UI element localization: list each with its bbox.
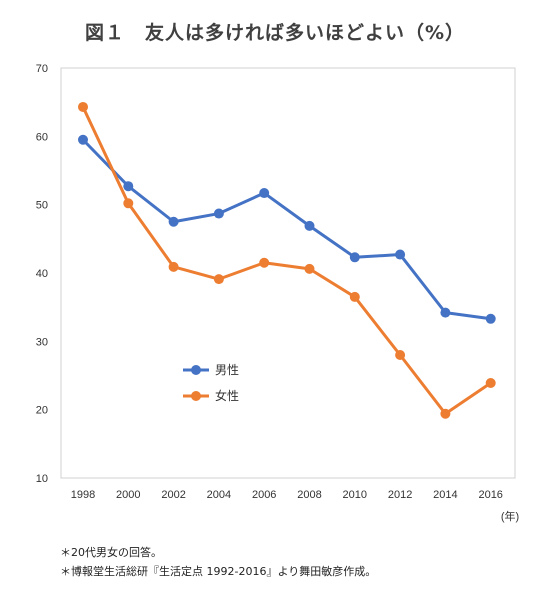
data-point-series-2: [440, 408, 451, 419]
data-point-series-2: [304, 263, 315, 274]
y-tick-label: 50: [36, 200, 48, 212]
data-point-series-2: [123, 198, 134, 209]
data-point-series-1: [168, 216, 179, 227]
series-group: [78, 101, 496, 419]
data-point-series-1: [213, 208, 224, 219]
data-point-series-2: [349, 291, 360, 302]
y-tick-label: 10: [36, 473, 48, 485]
x-axis-unit-label: (年): [501, 509, 519, 523]
y-tick-label: 40: [36, 268, 48, 280]
data-point-series-1: [395, 249, 406, 260]
data-point-series-1: [78, 134, 88, 145]
data-point-series-1: [485, 313, 496, 324]
data-point-series-1: [440, 307, 451, 318]
y-tick-label: 30: [36, 336, 48, 348]
x-tick-label: 2002: [161, 489, 185, 501]
x-tick-label: 2012: [388, 489, 412, 501]
data-point-series-1: [349, 252, 360, 263]
x-tick-label: 1998: [71, 489, 95, 501]
footnote-respondents: ＊20代男女の回答。: [60, 546, 162, 559]
legend-swatch-marker: [191, 391, 201, 401]
y-tick-label: 60: [36, 131, 48, 143]
series-line-1: [81, 138, 493, 321]
data-point-series-1: [123, 181, 134, 192]
y-axis: 10 20 30 40 50 60 70: [36, 63, 48, 485]
x-tick-label: 2004: [207, 489, 231, 501]
x-tick-label: 2016: [478, 489, 502, 501]
x-tick-label: 2008: [297, 489, 321, 501]
x-axis: 1998 2000 2002 2004 2006 2008 2010 2012 2014 2016: [71, 489, 503, 501]
data-point-series-2: [213, 274, 224, 285]
data-point-series-1: [304, 220, 315, 231]
x-tick-label: 2014: [433, 489, 457, 501]
chart-title: 図１ 友人は多ければ多いほどよい（%）: [84, 22, 466, 44]
legend-label: 女性: [215, 388, 239, 403]
footnote-source: ＊博報堂生活総研『生活定点 1992-2016』より舞田敏彦作成。: [60, 565, 377, 578]
data-point-series-2: [78, 101, 88, 112]
legend-swatch-marker: [191, 365, 201, 375]
data-point-series-2: [395, 350, 406, 360]
data-point-series-1: [259, 188, 270, 199]
y-tick-label: 70: [36, 63, 48, 75]
x-tick-label: 2010: [343, 489, 367, 501]
data-point-series-2: [485, 378, 496, 389]
data-point-series-2: [168, 261, 179, 272]
data-point-series-2: [259, 257, 270, 268]
y-tick-label: 20: [36, 405, 48, 417]
series-line-2: [81, 105, 493, 416]
x-tick-label: 2000: [116, 489, 140, 501]
plot-area-frame: [60, 67, 516, 479]
footnotes: ＊20代男女の回答。 ＊博報堂生活総研『生活定点 1992-2016』より舞田敏…: [60, 543, 376, 581]
legend-label: 男性: [215, 363, 239, 377]
x-tick-label: 2006: [252, 489, 276, 501]
